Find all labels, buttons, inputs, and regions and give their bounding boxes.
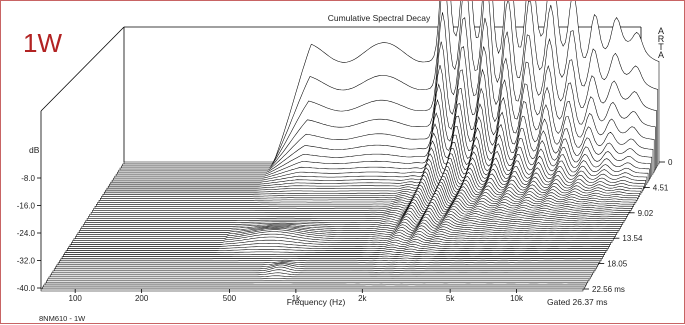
arta-letter: T: [658, 42, 664, 52]
decay-slice: [94, 187, 633, 209]
x-axis-label: Frequency (Hz): [287, 297, 346, 307]
time-tick-label: 18.05: [607, 260, 628, 269]
x-tick-label: 200: [135, 294, 149, 303]
decay-slice: [65, 248, 607, 253]
decay-slice: [61, 255, 603, 259]
chart-title: Cumulative Spectral Decay: [328, 13, 431, 23]
decay-slice: [96, 184, 634, 207]
decay-slice: [55, 263, 597, 270]
decay-slice: [76, 227, 616, 237]
y-tick-label: -16.0: [17, 202, 36, 211]
x-tick-label: 10k: [510, 294, 524, 303]
time-tick-label: 0: [668, 158, 673, 167]
decay-slice: [86, 204, 626, 221]
decay-slice: [81, 216, 621, 229]
x-tick-label: 5k: [446, 294, 455, 303]
side-top-edge: [40, 26, 125, 112]
decay-slice: [49, 272, 592, 278]
time-axis-ticks: 0 4.51 9.02 13.54 18.05 22.56 ms: [583, 158, 673, 294]
decay-slice: [43, 284, 586, 288]
decay-slice: [42, 286, 585, 290]
x-tick-label: 1k: [292, 294, 301, 303]
decay-slice: [57, 261, 599, 266]
decay-slice: [71, 236, 611, 245]
decay-slice: [92, 192, 631, 213]
decay-slice: [78, 222, 619, 233]
decay-slice: [46, 280, 589, 284]
decay-slice: [67, 246, 608, 251]
x-tick-label: 100: [69, 294, 83, 303]
y-axis-ticks: -8.0 -16.0 -24.0 -32.0 -40.0: [17, 174, 41, 293]
decay-slice: [90, 195, 630, 215]
decay-slice: [48, 275, 591, 280]
decay-slice: [40, 288, 584, 292]
decay-slice: [68, 243, 609, 249]
decay-slice: [75, 229, 615, 239]
y-tick-label: -24.0: [17, 229, 36, 238]
time-tick-label: 22.56 ms: [592, 285, 625, 294]
y-axis-label: dB: [29, 145, 40, 155]
gate-label: Gated 26.37 ms: [547, 297, 607, 307]
power-badge: 1W: [23, 28, 62, 58]
decay-slice: [69, 239, 610, 247]
decay-slice: [63, 253, 604, 257]
decay-slice: [72, 233, 613, 243]
decay-slice: [51, 269, 593, 276]
decay-slice: [60, 257, 602, 262]
y-tick-label: -40.0: [17, 284, 36, 293]
decay-slice: [53, 264, 596, 272]
decay-slice: [102, 169, 640, 197]
arta-letter: R: [658, 34, 665, 44]
decay-slice: [88, 201, 627, 219]
decay-slice: [101, 172, 639, 199]
x-axis-ticks: 100 200 500 1k 2k 5k 10k: [69, 289, 524, 303]
decay-slice: [52, 266, 595, 274]
arta-letter: A: [658, 26, 664, 36]
x-tick-label: 500: [223, 294, 237, 303]
decay-slice: [59, 259, 601, 264]
time-tick-label: 4.51: [653, 183, 669, 192]
decay-slice: [80, 219, 620, 231]
measurement-caption: 8NM610 - 1W: [39, 314, 86, 323]
decay-slice: [85, 207, 625, 223]
decay-slice: [73, 231, 614, 241]
decay-slice: [64, 251, 605, 255]
decay-slice: [56, 262, 598, 268]
decay-slice: [77, 225, 618, 235]
decay-slice: [47, 278, 590, 282]
decay-slice: [98, 178, 637, 203]
decay-slice: [89, 198, 628, 217]
decay-curves: [40, 1, 660, 292]
decay-slice: [44, 282, 587, 286]
x-tick-label: 2k: [358, 294, 367, 303]
decay-slice: [97, 181, 636, 205]
decay-slice: [93, 189, 632, 211]
decay-slice: [84, 210, 624, 225]
time-tick-label: 9.02: [638, 209, 654, 218]
decay-slice: [100, 175, 638, 201]
decay-slice: [82, 213, 622, 227]
y-tick-label: -8.0: [21, 174, 35, 183]
time-tick-label: 13.54: [622, 234, 643, 243]
arta-letter: A: [658, 50, 664, 60]
y-tick-label: -32.0: [17, 257, 36, 266]
